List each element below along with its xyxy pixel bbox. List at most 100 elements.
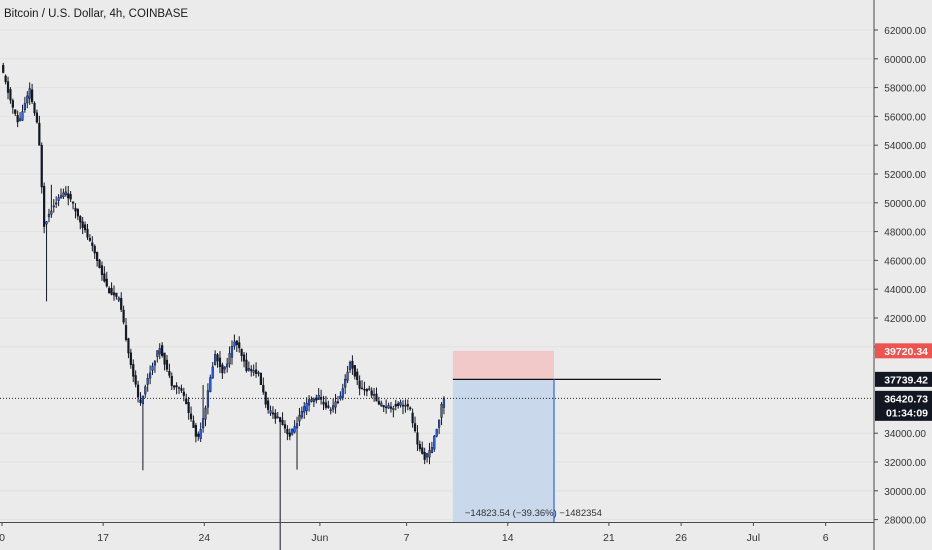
candle (276, 411, 279, 419)
candle-body (43, 185, 46, 227)
candle-body (276, 416, 279, 419)
candle (421, 441, 424, 455)
candle-body (351, 360, 354, 369)
candle-body (194, 425, 197, 437)
last-price-label[interactable]: 36420.73 01:34:09 (875, 390, 932, 421)
candle-body (57, 197, 60, 201)
candle (124, 318, 128, 342)
candle (43, 182, 46, 234)
candle (96, 251, 99, 267)
candle (28, 82, 31, 105)
candle (372, 387, 376, 402)
candle (230, 340, 234, 365)
candle (11, 98, 14, 114)
time-axis[interactable]: 0 17 24 Jun 7 14 21 26 Jul 6 (0, 522, 874, 544)
candle-body (242, 354, 246, 362)
candle-body (327, 405, 330, 408)
candle (411, 408, 414, 428)
take-profit-zone[interactable] (452, 379, 554, 522)
candle (416, 425, 419, 452)
candle (252, 364, 255, 377)
candle-body (52, 205, 55, 208)
short-position-tool[interactable]: −14823.54 (−39.36%) −1482354 (452, 350, 661, 522)
candle (387, 402, 390, 409)
candle (442, 396, 446, 415)
candle-body (98, 259, 101, 269)
candle (406, 399, 409, 411)
price-tick-label: 50000.00 (884, 199, 926, 210)
candle (238, 336, 241, 353)
candle (91, 236, 94, 252)
candle (392, 405, 395, 418)
candle-body (47, 213, 51, 218)
candle-body (206, 390, 210, 408)
candle-body (23, 103, 26, 111)
candle (93, 244, 96, 259)
candle (180, 384, 183, 393)
candle-body (199, 429, 202, 439)
candle (356, 368, 359, 386)
candle (425, 452, 429, 463)
candle-body (295, 423, 299, 429)
candle (334, 393, 337, 414)
candle (336, 395, 340, 405)
time-tick-label: 26 (675, 532, 687, 544)
candle-body (254, 369, 258, 374)
candle (16, 110, 19, 128)
candle (170, 372, 173, 390)
candle (197, 431, 200, 441)
candle (324, 396, 328, 410)
candle-body (438, 419, 441, 428)
candle-body (392, 408, 395, 411)
candle-body (64, 191, 67, 196)
candle-body (440, 404, 443, 418)
candlestick-series (2, 62, 446, 550)
candle (247, 361, 250, 372)
candle (134, 370, 137, 388)
candle (127, 337, 130, 359)
candle-body (11, 100, 14, 108)
candle-body (269, 410, 272, 414)
time-tick-label: 0 (0, 532, 5, 544)
time-tick-label: 24 (198, 532, 210, 544)
candle-body (146, 377, 149, 385)
candle (288, 428, 291, 441)
candle-body (387, 405, 390, 409)
candle-body (329, 409, 332, 412)
candle-body (404, 404, 407, 407)
candle-body (170, 375, 173, 386)
candle-body (187, 402, 190, 414)
candle (136, 380, 140, 403)
candle (35, 109, 39, 124)
candle-body (158, 348, 161, 355)
candle (233, 334, 236, 350)
candle-body (358, 380, 361, 389)
candle (370, 387, 373, 399)
candle-body (423, 452, 426, 460)
candle (397, 401, 400, 409)
candle (149, 365, 152, 385)
candle-body (201, 418, 205, 429)
candle (6, 76, 10, 100)
candle-body (117, 297, 120, 301)
stop-price-label[interactable]: 39720.34 (875, 343, 932, 359)
candle-body (216, 354, 219, 362)
candle-body (264, 391, 267, 405)
candle (262, 377, 265, 395)
entry-price-label[interactable]: 37739.42 (875, 371, 932, 387)
candle (389, 401, 393, 413)
candle (221, 362, 224, 379)
candle-body (180, 388, 183, 391)
candle-body (312, 398, 315, 402)
candle (189, 406, 193, 422)
stop-loss-zone[interactable] (452, 350, 554, 380)
candle-body (110, 288, 113, 295)
candle (4, 74, 7, 85)
candle (26, 91, 29, 109)
candle-body (108, 287, 111, 294)
candle-body (35, 112, 39, 123)
price-axis[interactable]: 62000.00 60000.00 58000.00 56000.00 54000.00… (872, 0, 932, 550)
candle (320, 389, 323, 405)
candle (144, 384, 147, 398)
